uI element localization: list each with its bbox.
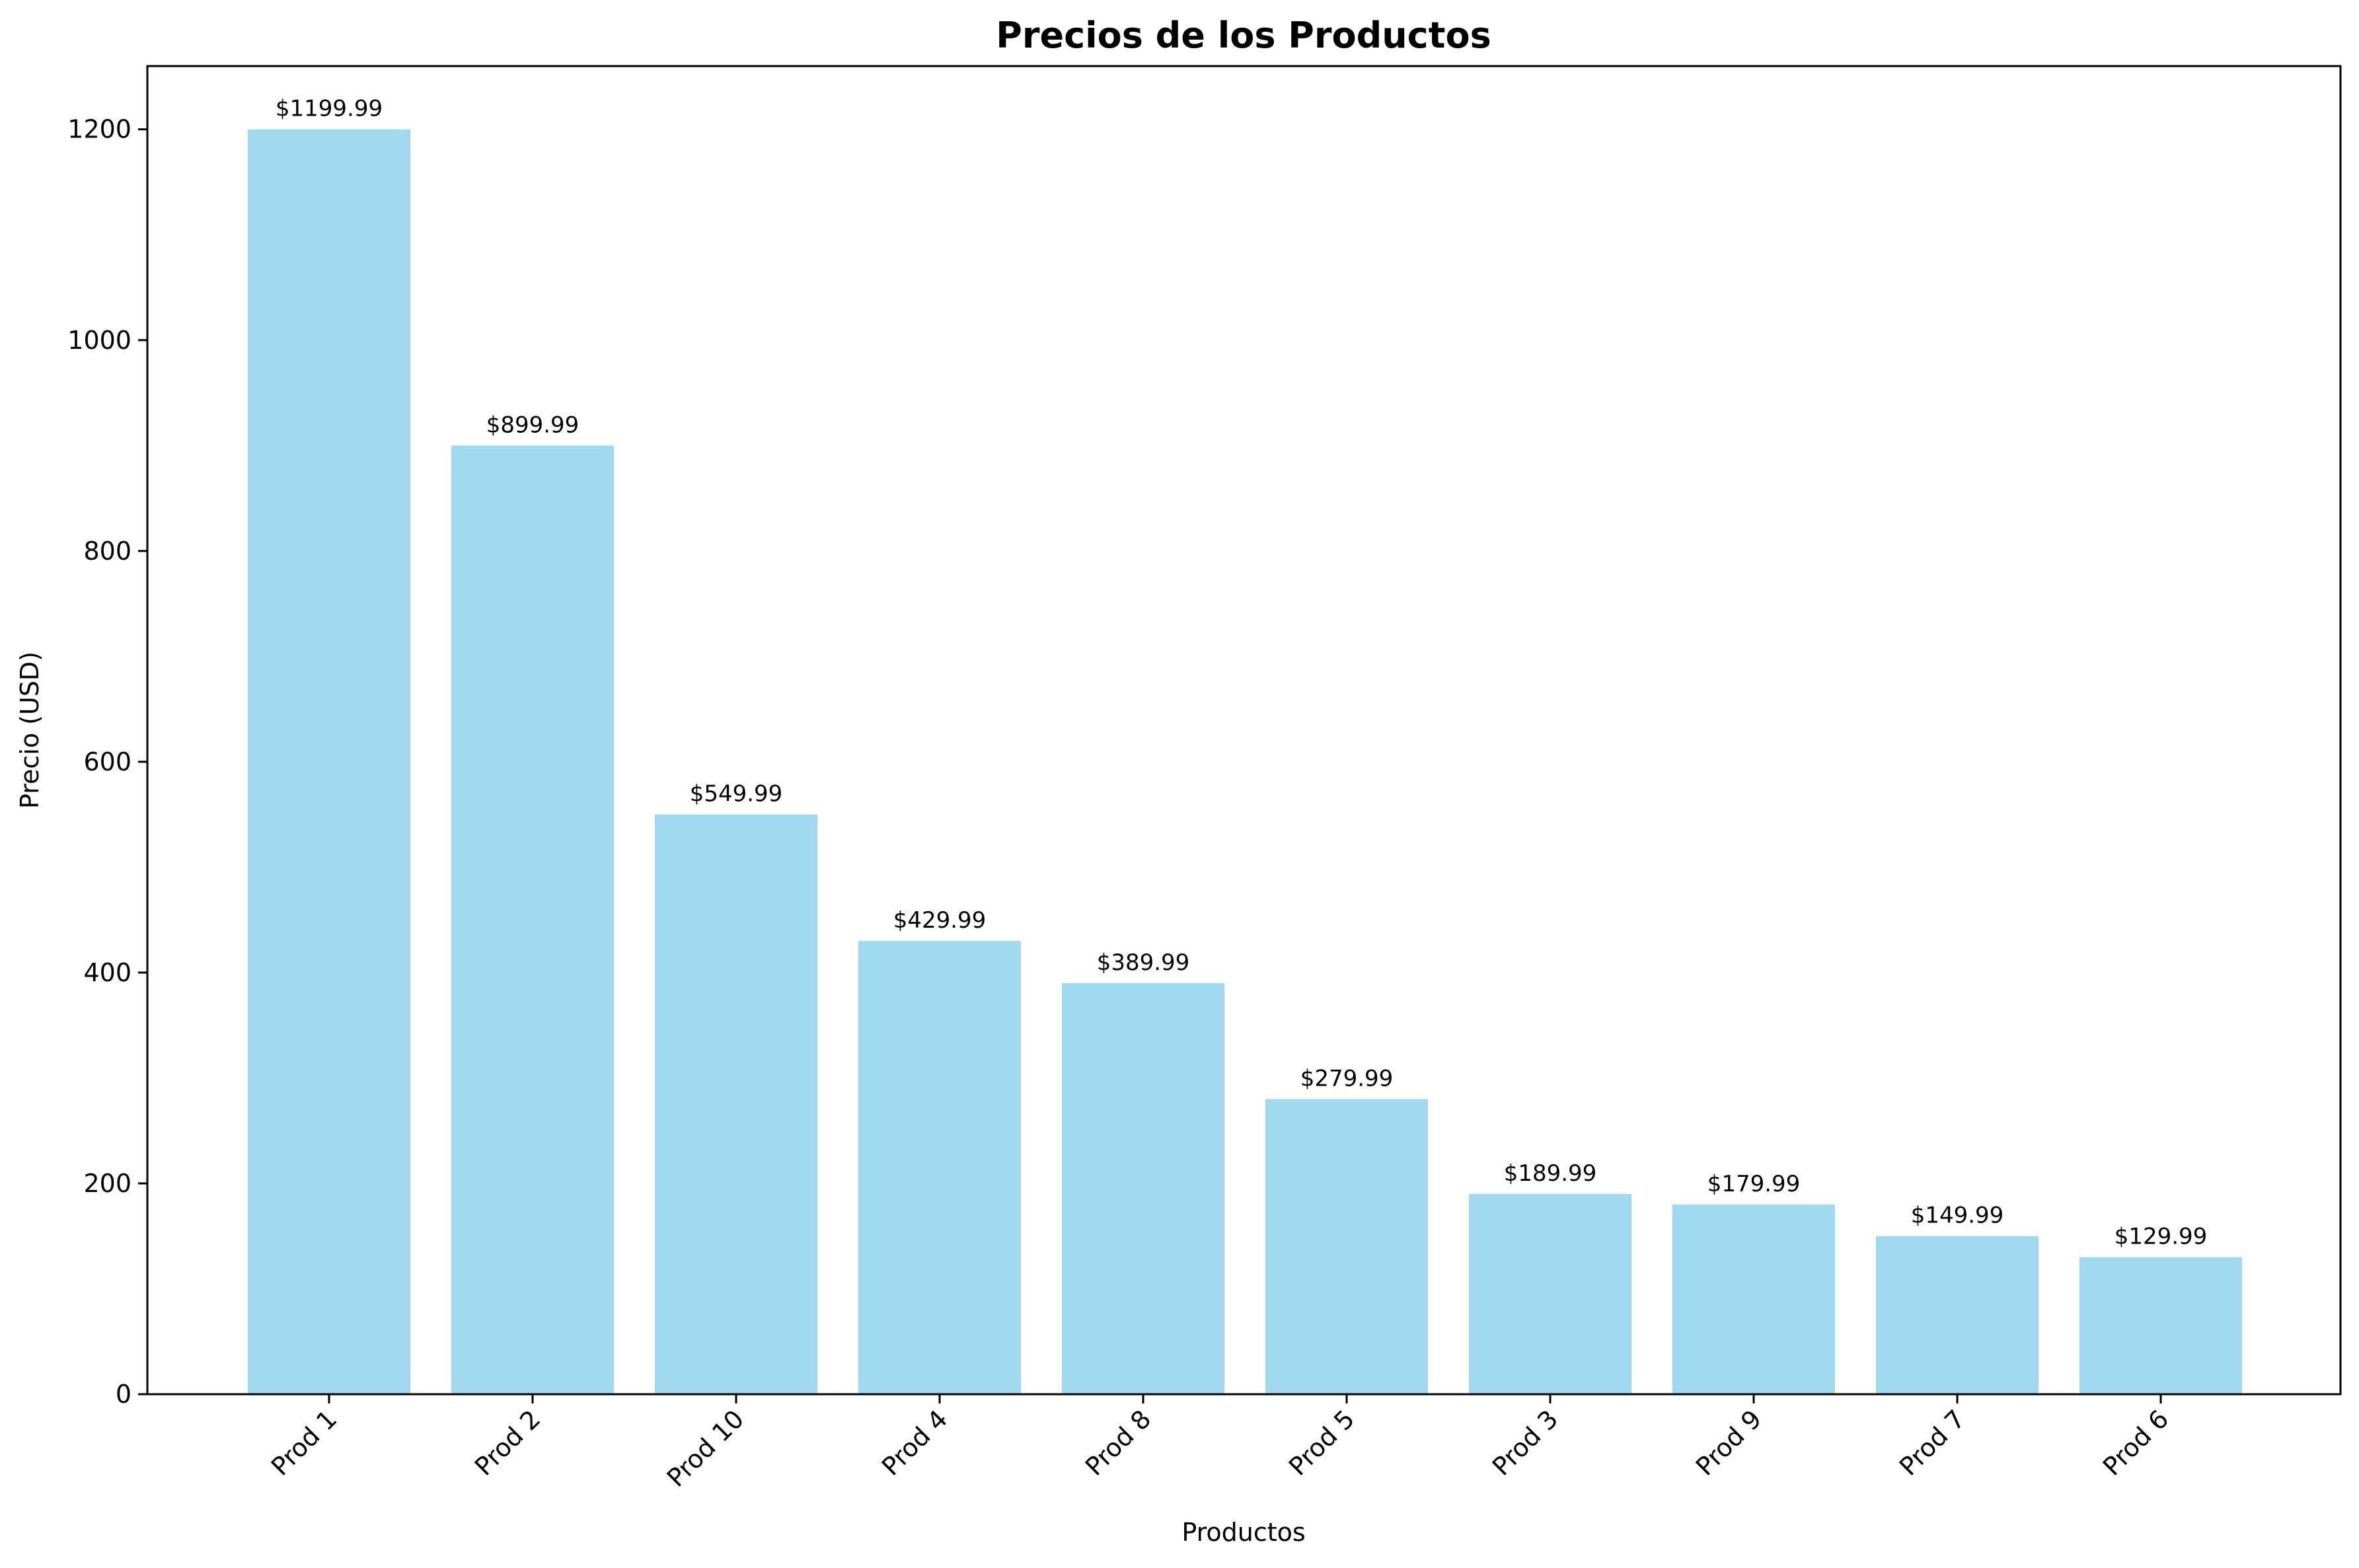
x-tick-label: Prod 2 xyxy=(469,1404,546,1481)
y-tick-label: 0 xyxy=(116,1380,131,1409)
chart-title: Precios de los Productos xyxy=(996,15,1491,56)
x-tick-label: Prod 9 xyxy=(1690,1404,1767,1481)
bar xyxy=(858,941,1021,1394)
y-tick-label: 800 xyxy=(83,537,131,566)
bar-value-label: $179.99 xyxy=(1707,1171,1801,1197)
x-axis-label: Productos xyxy=(1181,1518,1305,1547)
bar xyxy=(451,445,614,1394)
bar-value-label: $189.99 xyxy=(1504,1160,1597,1187)
y-tick-label: 1000 xyxy=(67,326,131,355)
y-tick-label: 1200 xyxy=(67,115,131,144)
bar xyxy=(1062,983,1224,1394)
bar xyxy=(2079,1257,2242,1394)
bar-value-label: $429.99 xyxy=(893,907,987,934)
y-tick-label: 200 xyxy=(83,1169,131,1198)
data-labels-group: $1199.99 $899.99 $549.99 $429.99 $389.99 $279… xyxy=(276,96,2207,1250)
x-tick-label: Prod 4 xyxy=(876,1404,953,1481)
bar xyxy=(1672,1204,1835,1394)
bar-value-label: $549.99 xyxy=(690,781,783,807)
y-tick-label: 600 xyxy=(83,747,131,776)
x-tick-label: Prod 10 xyxy=(661,1404,750,1493)
bar xyxy=(1469,1193,1631,1394)
x-tick-label: Prod 3 xyxy=(1487,1404,1563,1481)
bar-value-label: $279.99 xyxy=(1300,1065,1394,1092)
plot-frame xyxy=(146,65,2342,1396)
bar-value-label: $899.99 xyxy=(486,412,580,438)
y-axis-label: Precio (USD) xyxy=(15,652,44,809)
x-tick-label: Prod 8 xyxy=(1080,1404,1156,1481)
bar xyxy=(1265,1099,1428,1394)
y-tick-label: 400 xyxy=(83,958,131,987)
bar-value-label: $1199.99 xyxy=(276,96,383,122)
y-axis: 0 200 400 600 800 1000 1200 xyxy=(67,115,147,1409)
bar-value-label: $389.99 xyxy=(1097,950,1190,976)
bar xyxy=(248,129,410,1395)
x-tick-label: Prod 1 xyxy=(266,1404,342,1481)
x-axis: Prod 1 Prod 2 Prod 10 Prod 4 Prod 8 Prod 5 Pro… xyxy=(266,1394,2174,1493)
x-tick-label: Prod 7 xyxy=(1894,1404,1970,1481)
bars-group xyxy=(248,129,2242,1395)
x-tick-label: Prod 5 xyxy=(1283,1404,1360,1481)
bar-value-label: $129.99 xyxy=(2115,1224,2208,1250)
bar xyxy=(1876,1236,2039,1394)
bar xyxy=(655,814,817,1394)
x-tick-label: Prod 6 xyxy=(2097,1404,2174,1481)
bar-value-label: $149.99 xyxy=(1911,1203,2004,1229)
